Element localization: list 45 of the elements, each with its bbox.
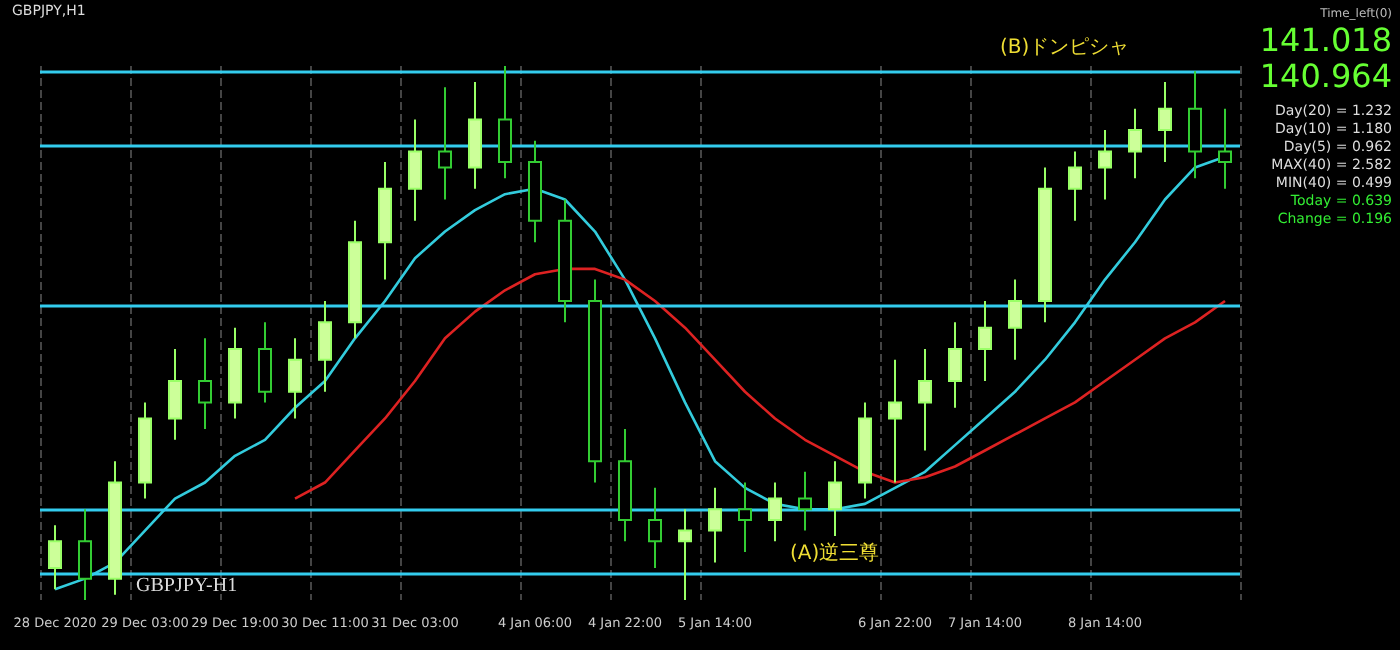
candlestick bbox=[1188, 70, 1202, 180]
candlestick bbox=[588, 278, 602, 484]
candlestick bbox=[1158, 81, 1172, 164]
annotation: GBPJPY-H1 bbox=[136, 575, 238, 597]
candlestick bbox=[678, 508, 692, 601]
candlestick bbox=[1128, 107, 1142, 180]
candlestick bbox=[138, 401, 152, 500]
candlestick bbox=[768, 481, 782, 543]
candlestick bbox=[378, 161, 392, 281]
candlestick bbox=[438, 86, 452, 201]
candlestick bbox=[858, 401, 872, 500]
candlestick bbox=[1068, 150, 1082, 222]
candlestick bbox=[1098, 129, 1112, 201]
candlestick bbox=[348, 219, 362, 340]
candlestick bbox=[828, 460, 842, 537]
candlestick bbox=[198, 337, 212, 431]
candlestick bbox=[1038, 166, 1052, 324]
candlestick bbox=[918, 348, 932, 452]
candlestick bbox=[738, 481, 752, 553]
candlestick bbox=[258, 321, 272, 404]
candlestick bbox=[168, 348, 182, 441]
candlestick bbox=[1218, 107, 1232, 190]
candlestick bbox=[468, 81, 482, 190]
text: 140.964 bbox=[1259, 57, 1393, 95]
candlestick bbox=[798, 470, 812, 532]
candlestick bbox=[318, 299, 332, 393]
candlestick bbox=[228, 326, 242, 420]
candlestick bbox=[108, 460, 122, 596]
candlestick bbox=[288, 337, 302, 420]
candlestick bbox=[888, 358, 902, 484]
text: (B)ドンピシャ bbox=[1000, 37, 1130, 59]
candlestick bbox=[618, 428, 632, 543]
candlestick bbox=[78, 508, 92, 601]
text: 141.018 bbox=[1259, 21, 1393, 59]
candlestick bbox=[48, 524, 62, 591]
candlestick bbox=[648, 486, 662, 569]
annotation: (A)逆三尊 bbox=[790, 541, 880, 565]
candlestick bbox=[528, 139, 542, 244]
candlestick bbox=[408, 118, 422, 222]
candlestick bbox=[708, 486, 722, 564]
candlestick bbox=[558, 198, 572, 324]
candlestick bbox=[948, 321, 962, 409]
candlestick bbox=[978, 299, 992, 383]
candlestick bbox=[498, 65, 512, 180]
candlestick bbox=[1008, 278, 1022, 361]
